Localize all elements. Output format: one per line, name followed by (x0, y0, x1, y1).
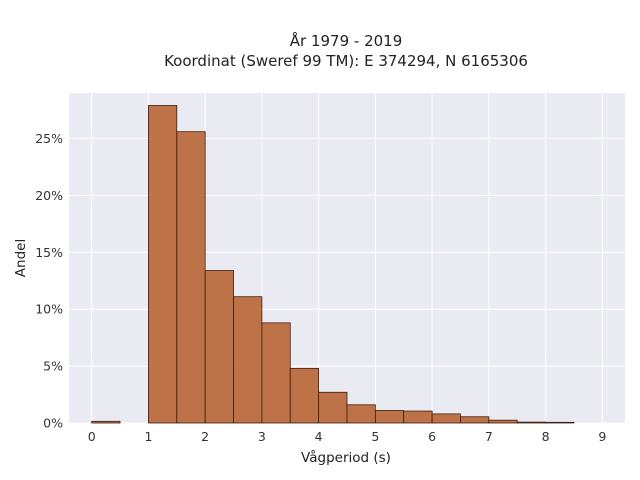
x-tick-label-1: 1 (144, 429, 152, 444)
histogram-bar-10 (374, 410, 405, 424)
y-tick-label-3: 15% (35, 245, 63, 260)
histogram-bar-4 (204, 270, 234, 424)
y-tick-label-4: 20% (35, 188, 63, 203)
histogram-bar-16 (545, 421, 575, 424)
histogram-bars (91, 105, 575, 424)
histogram-bar-12 (431, 413, 461, 424)
x-tick-label-6: 6 (428, 429, 436, 444)
histogram-bar-3 (176, 131, 206, 424)
histogram-bar-2 (148, 105, 178, 424)
y-axis-ticks: 0% 5% 10% 15% 20% 25% (35, 131, 63, 430)
y-tick-label-5: 25% (35, 131, 63, 146)
x-axis-ticks: 0 1 2 3 4 5 6 7 8 9 (88, 429, 607, 444)
histogram-bar-8 (318, 391, 348, 424)
y-tick-label-0: 0% (43, 416, 63, 431)
chart-title-line-2: Koordinat (Sweref 99 TM): E 374294, N 61… (164, 52, 528, 70)
chart-title-line-1: År 1979 - 2019 (290, 31, 403, 50)
x-axis-label: Vågperiod (s) (301, 449, 391, 466)
histogram-bar-11 (403, 410, 433, 424)
x-tick-label-8: 8 (542, 429, 550, 444)
histogram-bar-5 (233, 296, 263, 424)
histogram-bar-0 (91, 420, 121, 424)
x-tick-label-7: 7 (485, 429, 493, 444)
x-tick-label-2: 2 (201, 429, 209, 444)
x-tick-label-9: 9 (598, 429, 606, 444)
histogram-bar-14 (488, 419, 518, 424)
histogram-bar-15 (516, 421, 546, 424)
x-tick-label-0: 0 (88, 429, 96, 444)
histogram-bar-7 (289, 367, 320, 424)
histogram-bar-9 (346, 404, 376, 424)
x-tick-label-3: 3 (258, 429, 266, 444)
y-tick-label-1: 5% (43, 359, 63, 374)
x-tick-label-5: 5 (371, 429, 379, 444)
x-tick-label-4: 4 (315, 429, 323, 444)
histogram-bar-6 (261, 322, 291, 424)
histogram-bar-13 (460, 416, 490, 424)
y-tick-label-2: 10% (35, 302, 63, 317)
y-axis-label: Andel (13, 239, 29, 277)
